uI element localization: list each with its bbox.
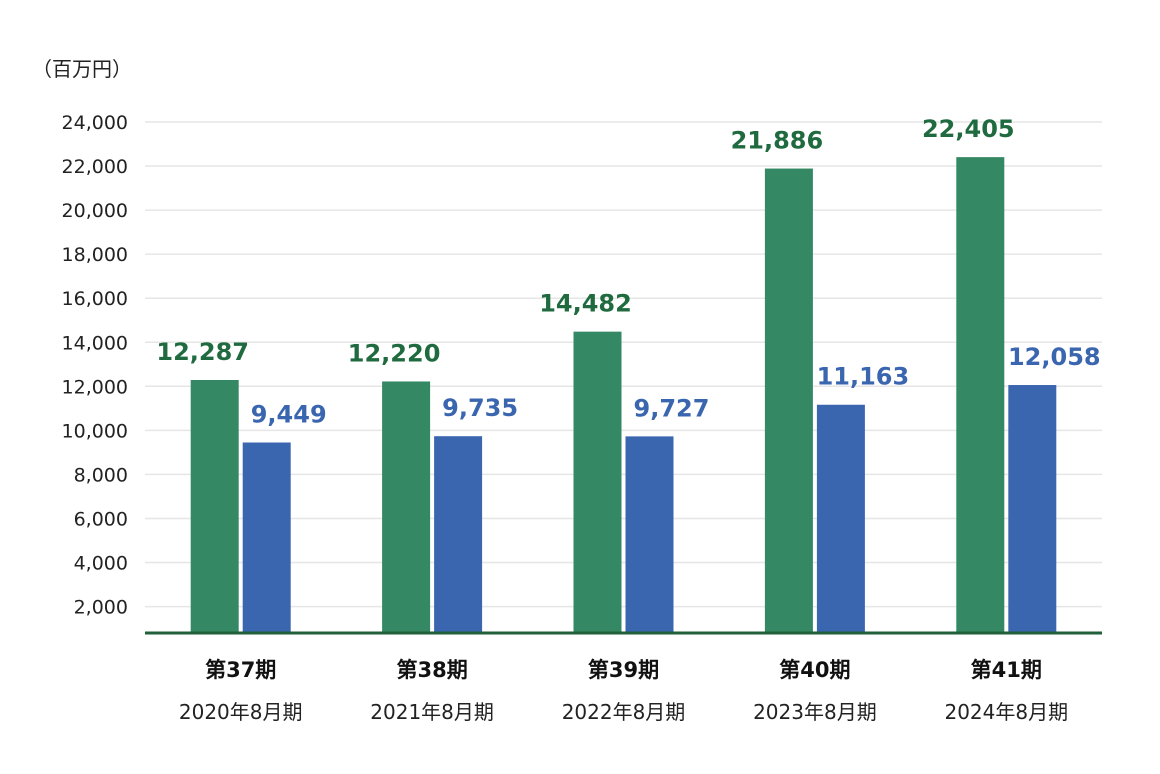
y-tick-label: 8,000 (74, 464, 128, 486)
data-label: 14,482 (539, 290, 632, 318)
data-label: 12,058 (1008, 343, 1101, 371)
x-category-period: 第39期 (588, 658, 659, 682)
y-tick-label: 22,000 (62, 156, 128, 178)
bar (764, 168, 813, 633)
data-label: 9,735 (442, 394, 518, 422)
y-tick-label: 18,000 (62, 244, 128, 266)
y-tick-label: 16,000 (62, 288, 128, 310)
x-category-date: 2022年8月期 (562, 700, 686, 724)
y-tick-label: 6,000 (74, 508, 128, 530)
data-label: 22,405 (922, 115, 1015, 143)
bar (190, 379, 239, 633)
bar (382, 381, 431, 633)
x-category-date: 2021年8月期 (370, 700, 494, 724)
bar (242, 442, 291, 633)
x-category-date: 2024年8月期 (944, 700, 1068, 724)
x-category-period: 第41期 (971, 658, 1042, 682)
x-category-period: 第40期 (779, 658, 850, 682)
data-label: 12,287 (156, 338, 249, 366)
bar (434, 436, 483, 633)
y-tick-label: 2,000 (74, 597, 128, 619)
data-label: 9,727 (634, 394, 710, 422)
data-label: 9,449 (251, 400, 327, 428)
y-tick-label: 24,000 (62, 112, 128, 134)
data-label: 12,220 (348, 339, 441, 367)
bar (625, 436, 674, 633)
x-category-date: 2023年8月期 (753, 700, 877, 724)
bar (956, 157, 1005, 633)
data-label: 11,163 (817, 363, 910, 391)
y-tick-label: 10,000 (62, 420, 128, 442)
y-tick-label: 20,000 (62, 200, 128, 222)
bar (1008, 385, 1057, 633)
x-category-date: 2020年8月期 (179, 700, 303, 724)
y-tick-label: 12,000 (62, 376, 128, 398)
x-category-period: 第37期 (205, 658, 276, 682)
bar (573, 331, 622, 633)
y-tick-label: 4,000 (74, 553, 128, 575)
y-axis-unit-label: （百万円） (32, 57, 132, 81)
data-label: 21,886 (731, 127, 824, 155)
y-tick-label: 14,000 (62, 332, 128, 354)
bar (816, 404, 865, 633)
x-category-period: 第38期 (396, 658, 467, 682)
